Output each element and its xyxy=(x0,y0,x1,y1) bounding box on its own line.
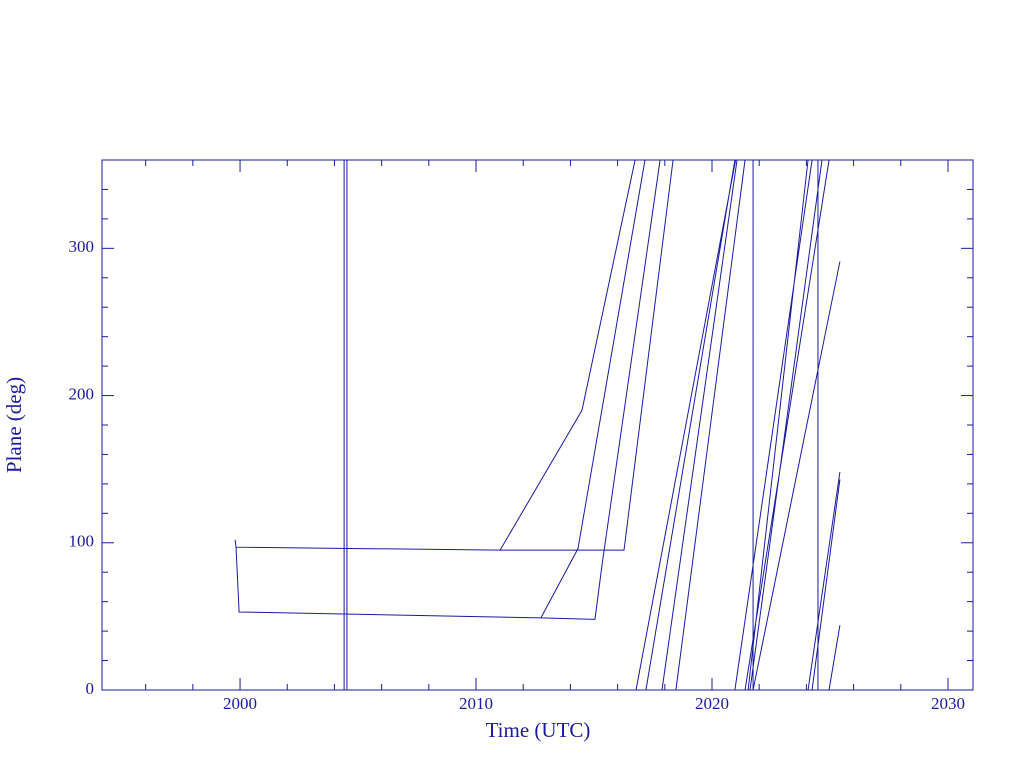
data-line xyxy=(234,159,841,691)
y-axis-title: Plane (deg) xyxy=(2,377,26,473)
y-tick-label: 200 xyxy=(69,384,95,403)
plot-frame xyxy=(101,159,974,691)
x-axis-title: Time (UTC) xyxy=(486,718,591,742)
x-tick-label: 2010 xyxy=(459,694,493,713)
x-tick-label: 2020 xyxy=(695,694,729,713)
x-tick-label: 2000 xyxy=(223,694,257,713)
y-tick-label: 0 xyxy=(86,679,95,698)
y-tick-label: 300 xyxy=(69,237,95,256)
x-tick-label: 2030 xyxy=(931,694,965,713)
y-tick-label: 100 xyxy=(69,532,95,551)
